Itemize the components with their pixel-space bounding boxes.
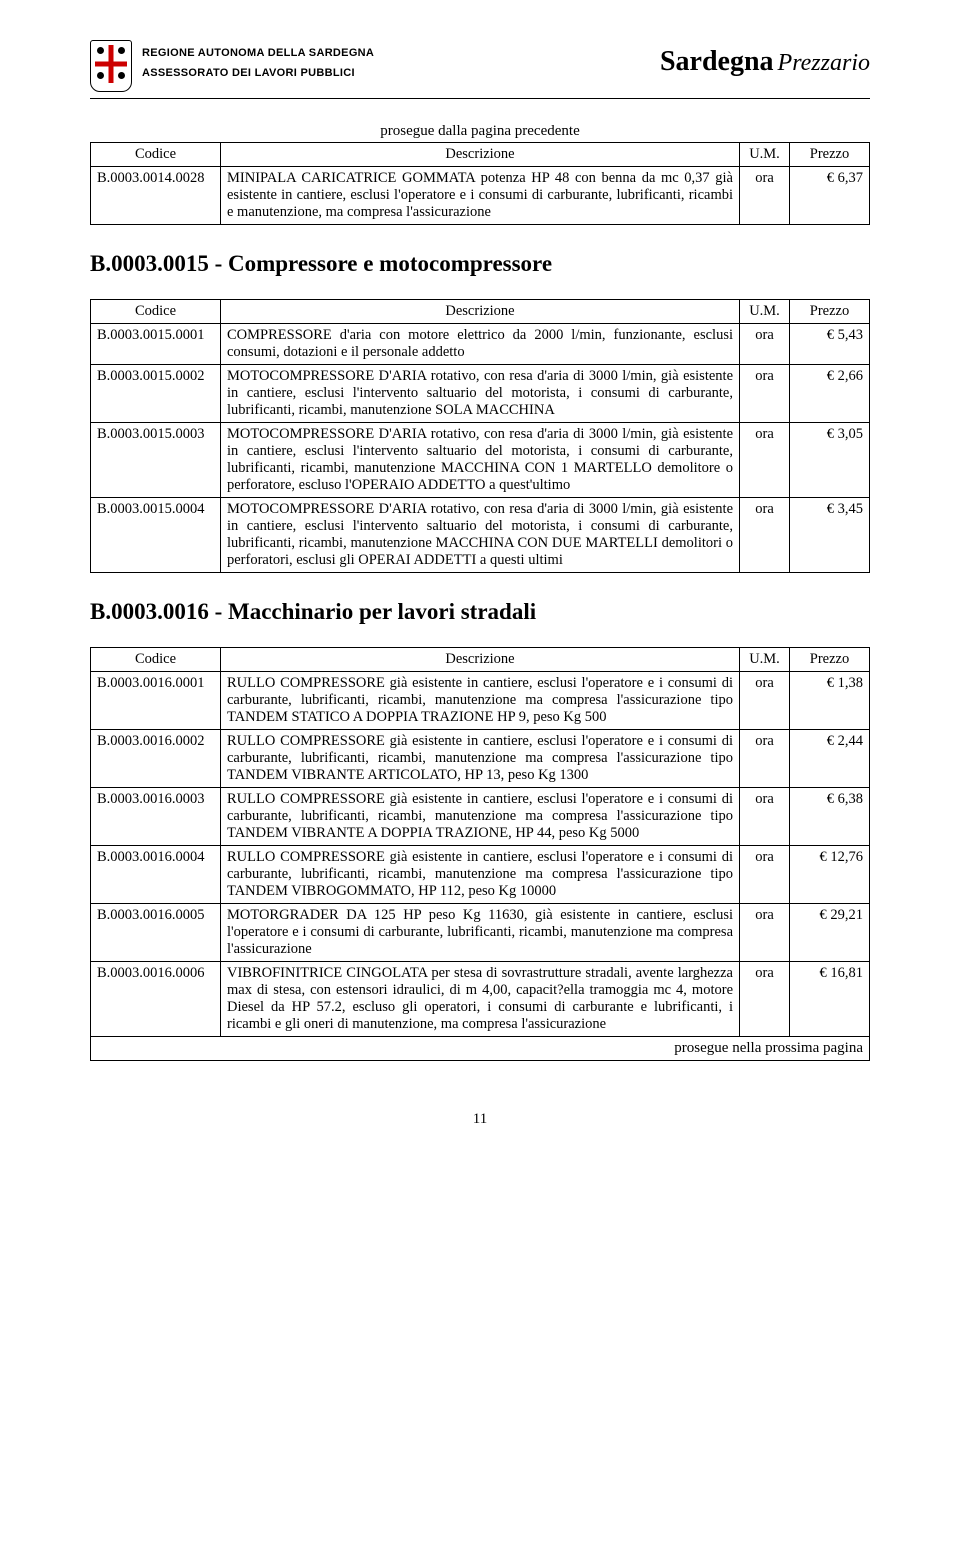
cell-code: B.0003.0016.0005	[91, 904, 221, 962]
cell-price: € 6,37	[790, 167, 870, 225]
header-line1: REGIONE AUTONOMA DELLA SARDEGNA	[142, 44, 374, 64]
cell-um: ora	[740, 365, 790, 423]
cell-price: € 6,38	[790, 788, 870, 846]
cell-desc: RULLO COMPRESSORE già esistente in canti…	[221, 788, 740, 846]
col-um: U.M.	[740, 300, 790, 324]
cell-um: ora	[740, 846, 790, 904]
table-header-row: Codice Descrizione U.M. Prezzo	[91, 648, 870, 672]
col-price: Prezzo	[790, 300, 870, 324]
cell-um: ora	[740, 498, 790, 573]
table-row: B.0003.0016.0003RULLO COMPRESSORE già es…	[91, 788, 870, 846]
cell-code: B.0003.0016.0001	[91, 672, 221, 730]
page-number: 11	[90, 1111, 870, 1128]
table-0015: Codice Descrizione U.M. Prezzo B.0003.00…	[90, 299, 870, 573]
col-price: Prezzo	[790, 143, 870, 167]
table-row: B.0003.0016.0002RULLO COMPRESSORE già es…	[91, 730, 870, 788]
table-row: B.0003.0015.0001COMPRESSORE d'aria con m…	[91, 324, 870, 365]
cell-desc: RULLO COMPRESSORE già esistente in canti…	[221, 672, 740, 730]
table-row: B.0003.0015.0002MOTOCOMPRESSORE D'ARIA r…	[91, 365, 870, 423]
table-row: B.0003.0015.0004MOTOCOMPRESSORE D'ARIA r…	[91, 498, 870, 573]
cell-code: B.0003.0016.0003	[91, 788, 221, 846]
continues-label: prosegue nella prossima pagina	[91, 1037, 870, 1061]
cell-price: € 2,44	[790, 730, 870, 788]
cell-price: € 5,43	[790, 324, 870, 365]
header-left: REGIONE AUTONOMA DELLA SARDEGNA ASSESSOR…	[90, 40, 374, 92]
table-header-row: Codice Descrizione U.M. Prezzo	[91, 143, 870, 167]
col-desc: Descrizione	[221, 143, 740, 167]
table-0016: Codice Descrizione U.M. Prezzo B.0003.00…	[90, 647, 870, 1061]
section-title-0016: B.0003.0016 - Macchinario per lavori str…	[90, 599, 870, 625]
table-row: B.0003.0015.0003MOTOCOMPRESSORE D'ARIA r…	[91, 423, 870, 498]
cell-desc: MOTOCOMPRESSORE D'ARIA rotativo, con res…	[221, 423, 740, 498]
cell-um: ora	[740, 788, 790, 846]
continuation-label: prosegue dalla pagina precedente	[90, 123, 870, 140]
cell-desc: RULLO COMPRESSORE già esistente in canti…	[221, 730, 740, 788]
page-header: REGIONE AUTONOMA DELLA SARDEGNA ASSESSOR…	[90, 40, 870, 99]
table-row: B.0003.0016.0004RULLO COMPRESSORE già es…	[91, 846, 870, 904]
cell-price: € 1,38	[790, 672, 870, 730]
table-header-row: Codice Descrizione U.M. Prezzo	[91, 300, 870, 324]
section-title-0015: B.0003.0015 - Compressore e motocompress…	[90, 251, 870, 277]
cell-um: ora	[740, 904, 790, 962]
cell-um: ora	[740, 962, 790, 1037]
cell-code: B.0003.0016.0002	[91, 730, 221, 788]
table-row: B.0003.0016.0006VIBROFINITRICE CINGOLATA…	[91, 962, 870, 1037]
cell-um: ora	[740, 423, 790, 498]
cell-desc: VIBROFINITRICE CINGOLATA per stesa di so…	[221, 962, 740, 1037]
brand-sub: Prezzario	[778, 50, 870, 76]
col-code: Codice	[91, 143, 221, 167]
cell-price: € 29,21	[790, 904, 870, 962]
cell-code: B.0003.0015.0003	[91, 423, 221, 498]
cell-um: ora	[740, 167, 790, 225]
cell-desc: MOTOCOMPRESSORE D'ARIA rotativo, con res…	[221, 365, 740, 423]
header-org-text: REGIONE AUTONOMA DELLA SARDEGNA ASSESSOR…	[142, 40, 374, 84]
cell-code: B.0003.0015.0002	[91, 365, 221, 423]
cell-price: € 12,76	[790, 846, 870, 904]
table-row: B.0003.0016.0005MOTORGRADER DA 125 HP pe…	[91, 904, 870, 962]
cell-desc: RULLO COMPRESSORE già esistente in canti…	[221, 846, 740, 904]
cell-code: B.0003.0015.0001	[91, 324, 221, 365]
col-price: Prezzo	[790, 648, 870, 672]
cell-um: ora	[740, 730, 790, 788]
col-code: Codice	[91, 648, 221, 672]
cell-price: € 3,45	[790, 498, 870, 573]
table-row: B.0003.0016.0001RULLO COMPRESSORE già es…	[91, 672, 870, 730]
table-continuation: Codice Descrizione U.M. Prezzo B.0003.00…	[90, 142, 870, 225]
cell-desc: MOTOCOMPRESSORE D'ARIA rotativo, con res…	[221, 498, 740, 573]
cell-desc: MOTORGRADER DA 125 HP peso Kg 11630, già…	[221, 904, 740, 962]
cell-code: B.0003.0015.0004	[91, 498, 221, 573]
col-um: U.M.	[740, 648, 790, 672]
cell-um: ora	[740, 324, 790, 365]
table-row: B.0003.0014.0028MINIPALA CARICATRICE GOM…	[91, 167, 870, 225]
cell-um: ora	[740, 672, 790, 730]
cell-price: € 2,66	[790, 365, 870, 423]
header-right: SardegnaPrezzario	[660, 40, 870, 78]
cell-code: B.0003.0016.0006	[91, 962, 221, 1037]
header-line2: ASSESSORATO DEI LAVORI PUBBLICI	[142, 64, 374, 84]
cell-code: B.0003.0016.0004	[91, 846, 221, 904]
cell-code: B.0003.0014.0028	[91, 167, 221, 225]
brand-name: Sardegna	[660, 46, 774, 77]
cell-price: € 16,81	[790, 962, 870, 1037]
cell-desc: MINIPALA CARICATRICE GOMMATA potenza HP …	[221, 167, 740, 225]
col-code: Codice	[91, 300, 221, 324]
col-desc: Descrizione	[221, 300, 740, 324]
col-um: U.M.	[740, 143, 790, 167]
cell-price: € 3,05	[790, 423, 870, 498]
sardegna-emblem-icon	[90, 40, 132, 92]
cell-desc: COMPRESSORE d'aria con motore elettrico …	[221, 324, 740, 365]
col-desc: Descrizione	[221, 648, 740, 672]
